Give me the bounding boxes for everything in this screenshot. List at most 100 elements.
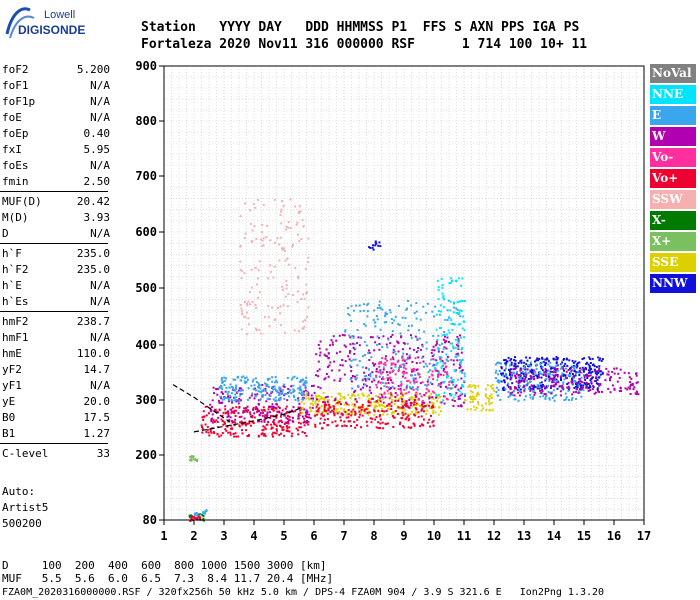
echo-point <box>461 358 464 361</box>
echo-point <box>192 455 195 458</box>
echo-point <box>333 414 336 417</box>
echo-point <box>539 382 542 385</box>
echo-point <box>518 387 521 390</box>
echo-point <box>255 408 257 410</box>
echo-point <box>220 397 223 400</box>
echo-point <box>266 423 269 426</box>
echo-point <box>406 380 409 383</box>
echo-point <box>553 367 556 369</box>
echo-point <box>514 375 517 378</box>
echo-point <box>568 359 571 362</box>
echo-point <box>513 364 516 367</box>
echo-point <box>329 361 332 364</box>
echo-point <box>224 422 226 425</box>
echo-point <box>315 374 317 377</box>
echo-point <box>286 430 289 432</box>
echo-point <box>609 377 611 380</box>
echo-point <box>450 387 452 390</box>
echo-point <box>409 404 412 407</box>
echo-point <box>455 280 458 283</box>
echo-point <box>434 344 437 347</box>
echo-point <box>563 399 566 402</box>
echo-point <box>446 309 449 312</box>
header-values: Fortaleza 2020 Nov11 316 000000 RSF 1 71… <box>141 37 588 52</box>
echo-point <box>552 389 555 392</box>
echo-point <box>460 310 463 312</box>
echo-point <box>425 392 428 394</box>
legend-item-nnw: NNW <box>650 274 696 293</box>
echo-point <box>417 347 420 349</box>
echo-point <box>278 386 281 389</box>
x-tick-label: 16 <box>607 529 621 543</box>
echo-point <box>245 407 247 410</box>
echo-point <box>340 403 342 406</box>
echo-point <box>313 413 316 416</box>
echo-point <box>570 398 573 401</box>
echo-point <box>636 381 639 384</box>
echo-point <box>559 385 562 388</box>
echo-point <box>272 414 275 417</box>
echo-point <box>415 395 418 398</box>
echo-point <box>303 381 306 384</box>
echo-point <box>458 363 461 366</box>
echo-point <box>266 392 269 395</box>
echo-point <box>368 401 370 404</box>
echo-point <box>389 376 392 379</box>
echo-point <box>611 370 614 373</box>
echo-point <box>544 363 547 366</box>
echo-point <box>356 364 359 367</box>
echo-point <box>576 362 579 365</box>
echo-point <box>504 359 507 361</box>
echo-point <box>414 411 417 414</box>
echo-point <box>426 380 429 383</box>
echo-point <box>254 303 257 306</box>
echo-point <box>575 382 578 384</box>
echo-point <box>269 415 272 417</box>
echo-point <box>255 237 258 240</box>
echo-point <box>481 404 484 407</box>
echo-point <box>218 408 221 411</box>
echo-point <box>274 406 277 409</box>
echo-point <box>293 329 296 332</box>
echo-point <box>363 340 366 343</box>
echo-point <box>248 291 251 294</box>
echo-point <box>326 395 329 398</box>
echo-point <box>341 396 344 399</box>
echo-point <box>269 395 272 397</box>
echo-point <box>216 388 219 391</box>
param-name: foF1p <box>2 95 36 108</box>
echo-point <box>437 396 439 399</box>
echo-point <box>549 372 552 375</box>
echo-point <box>263 426 266 429</box>
echo-point <box>237 389 240 392</box>
echo-point <box>533 393 536 396</box>
echo-point <box>352 346 355 349</box>
echo-point <box>296 300 299 303</box>
echo-point <box>240 270 243 273</box>
echo-point <box>455 384 458 387</box>
echo-point <box>432 406 435 408</box>
echo-point <box>449 342 452 345</box>
echo-point <box>239 260 242 263</box>
echo-point <box>303 420 306 423</box>
echo-point <box>598 376 601 379</box>
echo-point <box>427 371 430 374</box>
echo-point <box>420 405 423 408</box>
echo-point <box>382 397 385 400</box>
echo-point <box>356 424 358 427</box>
echo-point <box>283 247 286 250</box>
echo-point <box>576 386 579 389</box>
echo-point <box>297 417 300 420</box>
echo-point <box>229 431 232 434</box>
echo-point <box>402 358 405 361</box>
echo-point <box>302 421 305 424</box>
echo-point <box>220 418 223 421</box>
echo-point <box>260 391 263 394</box>
echo-point <box>616 380 619 383</box>
echo-point <box>338 401 341 404</box>
echo-point <box>280 247 283 250</box>
echo-point <box>510 363 513 366</box>
echo-point <box>567 381 570 384</box>
param-value: 110.0 <box>76 347 110 360</box>
echo-point <box>544 358 547 361</box>
